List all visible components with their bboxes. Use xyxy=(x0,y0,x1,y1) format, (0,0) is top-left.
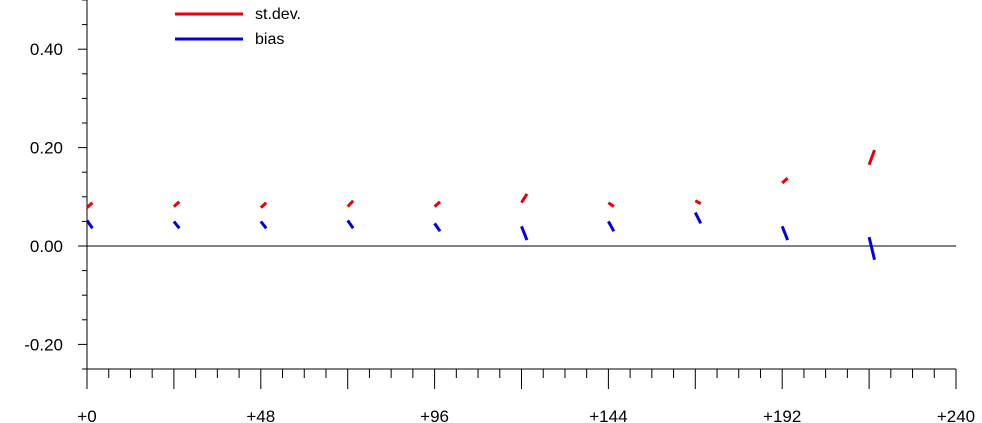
y-tick-label: 0.20 xyxy=(30,139,63,158)
st-dev-segment xyxy=(694,199,702,206)
bias-segment xyxy=(85,219,94,230)
bias-segment xyxy=(259,220,268,230)
y-tick-label: 0.40 xyxy=(30,40,63,59)
x-tick-label: +192 xyxy=(763,407,801,423)
bias-segment xyxy=(172,220,181,230)
bias-segment xyxy=(607,220,616,232)
y-tick-label: -0.20 xyxy=(24,335,63,354)
st-dev-segment xyxy=(85,201,94,209)
x-tick-label: +240 xyxy=(937,407,975,423)
axes: 0.40 0.20 0.00 -0.20 +0 +48 +96 +144 +192 +240 xyxy=(24,0,975,423)
bias-segment xyxy=(693,211,703,225)
legend-label-bias: bias xyxy=(255,31,284,48)
st-dev-segment xyxy=(259,201,268,209)
x-tick-label: +144 xyxy=(589,407,627,423)
st-dev-segment xyxy=(520,193,529,204)
st-dev-segment xyxy=(433,200,442,208)
st-dev-segment xyxy=(867,149,876,166)
x-tick-label: +48 xyxy=(246,407,275,423)
x-tick-label: +0 xyxy=(77,407,96,423)
st-dev-segment xyxy=(781,176,789,185)
x-tick-label: +96 xyxy=(420,407,449,423)
series-layer xyxy=(85,149,876,261)
st-dev-segment xyxy=(346,199,355,208)
bias-segment xyxy=(780,225,790,241)
legend-label-st-dev: st.dev. xyxy=(255,6,301,23)
y-tick-label: 0.00 xyxy=(30,237,63,256)
bias-segment xyxy=(520,225,529,241)
legend: st.dev. bias xyxy=(175,6,301,48)
st-dev-segment xyxy=(172,200,181,208)
bias-segment xyxy=(867,236,876,261)
bias-segment xyxy=(346,219,355,230)
st-dev-segment xyxy=(607,201,615,208)
bias-segment xyxy=(433,222,442,233)
